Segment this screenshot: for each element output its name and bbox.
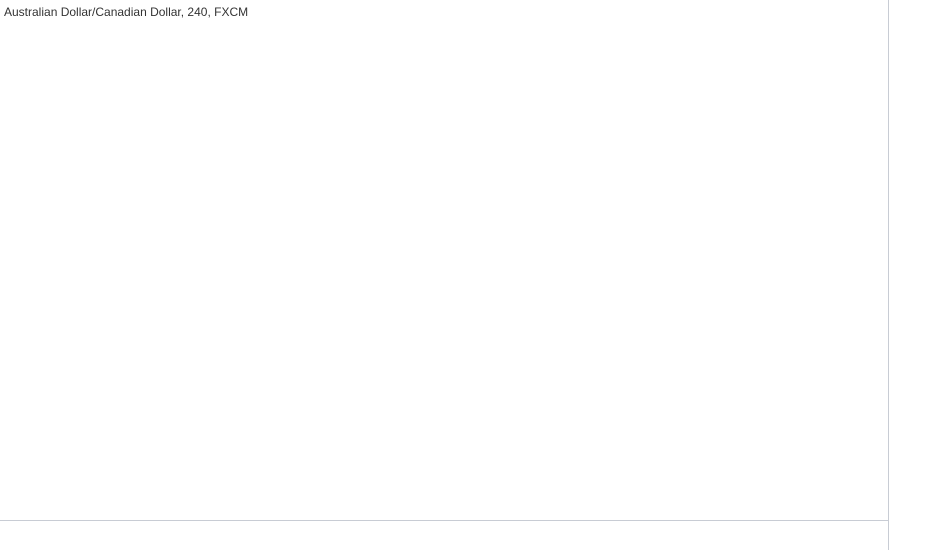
- chart-title: Australian Dollar/Canadian Dollar, 240, …: [4, 5, 248, 19]
